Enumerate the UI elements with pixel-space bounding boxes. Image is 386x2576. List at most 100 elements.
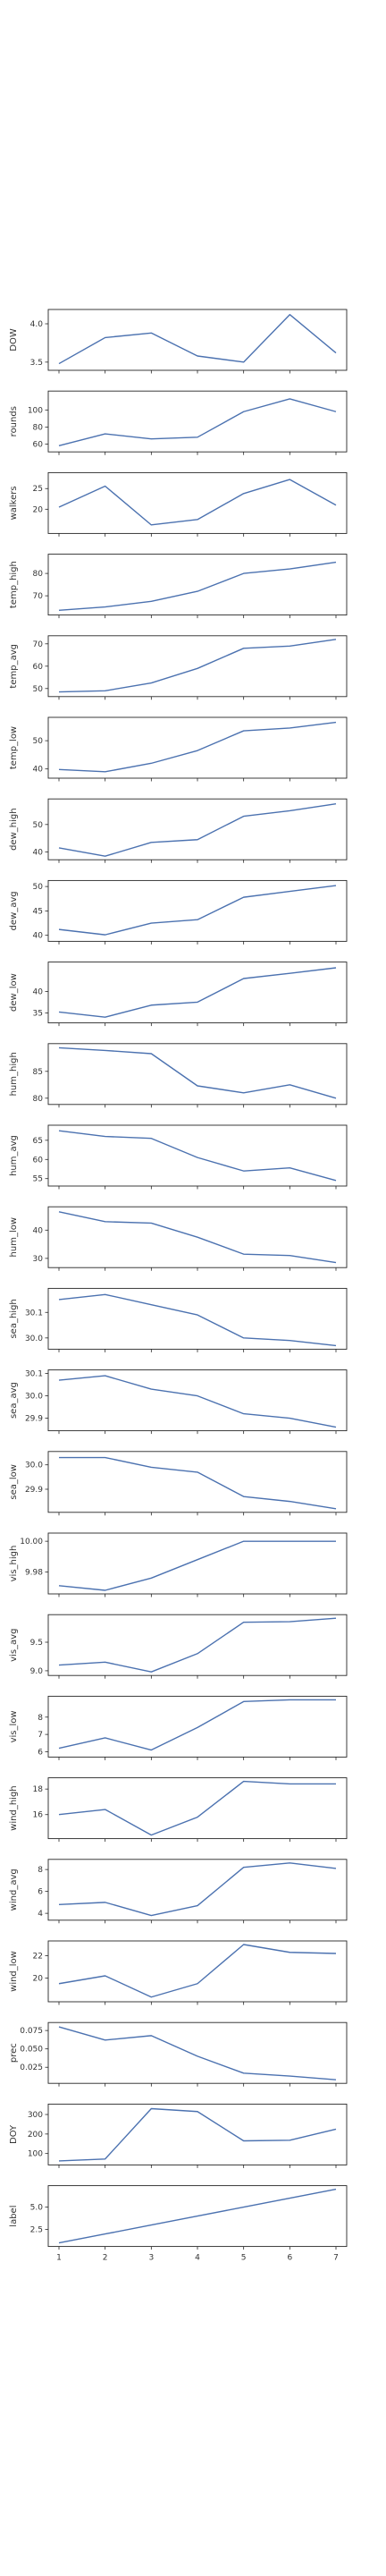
ytick-label-dew_avg-0: 40: [33, 932, 44, 941]
axes-frame-dew_high: [47, 798, 348, 860]
ytick-label-dew_low-0: 35: [33, 1009, 43, 1018]
ytick-label-DOY-0: 100: [28, 2150, 43, 2159]
ytick-label-temp_high-0: 70: [33, 592, 44, 601]
ytick-label-walkers-1: 25: [33, 485, 43, 494]
ytick-label-walkers-0: 20: [33, 505, 44, 514]
ytick-label-wind_high-1: 18: [33, 1785, 44, 1794]
ylabel-vis_low: vis_low: [9, 1710, 19, 1742]
ylabel-hum_avg: hum_avg: [9, 1135, 19, 1176]
ylabel-sea_avg: sea_avg: [9, 1382, 19, 1419]
ytick-label-hum_high-1: 85: [33, 1068, 43, 1077]
series-line-temp_high: [58, 561, 337, 612]
ylabel-dew_high: dew_high: [9, 808, 19, 850]
ylabel-DOY: DOY: [9, 2124, 19, 2144]
ytick-label-wind_avg-0: 4: [38, 1910, 43, 1919]
ylabel-rounds: rounds: [9, 406, 19, 436]
ylabel-wind_low: wind_low: [9, 1951, 19, 1992]
ytick-label-label-1: 5.0: [30, 2204, 44, 2213]
series-line-dew_high: [58, 803, 337, 857]
ytick-label-DOY-1: 200: [28, 2131, 43, 2140]
ylabel-temp_avg: temp_avg: [9, 644, 19, 689]
series-line-hum_high: [58, 1046, 337, 1099]
series-line-walkers: [58, 479, 337, 526]
xtick-label-1: 2: [103, 2254, 108, 2263]
ytick-label-temp_low-0: 40: [33, 766, 44, 775]
series-line-sea_avg: [58, 1375, 337, 1428]
ytick-label-temp_avg-1: 60: [33, 663, 44, 672]
series-line-sea_high: [58, 1293, 337, 1347]
ytick-label-hum_low-1: 40: [33, 1226, 44, 1235]
series-line-rounds: [58, 398, 337, 447]
ytick-label-DOW-1: 4.0: [30, 320, 44, 329]
ytick-label-hum_avg-0: 55: [33, 1175, 43, 1184]
series-line-temp_low: [58, 721, 337, 773]
ytick-label-hum_low-0: 30: [33, 1255, 44, 1264]
ytick-label-sea_low-1: 30.0: [25, 1462, 43, 1470]
xtick-label-2: 3: [148, 2254, 154, 2263]
ytick-label-wind_low-1: 22: [33, 1953, 43, 1962]
xtick-label-3: 4: [195, 2254, 200, 2263]
axes-frame-temp_high: [47, 554, 348, 616]
ytick-label-vis_avg-0: 9.0: [30, 1667, 44, 1676]
axes-frame-vis_avg: [47, 1614, 348, 1676]
ytick-label-vis_low-1: 7: [38, 1731, 43, 1740]
series-line-label: [58, 2188, 337, 2244]
axes-frame-DOY: [47, 2103, 348, 2165]
ytick-label-sea_high-0: 30.0: [25, 1335, 43, 1343]
ytick-label-rounds-1: 80: [33, 423, 44, 432]
ytick-label-hum_avg-2: 65: [33, 1137, 43, 1146]
axes-frame-sea_high: [47, 1287, 348, 1350]
xtick-label-5: 6: [287, 2254, 292, 2263]
ylabel-wind_high: wind_high: [9, 1785, 19, 1830]
axes-frame-wind_high: [47, 1777, 348, 1840]
series-line-dew_low: [58, 967, 337, 1018]
axes-frame-vis_low: [47, 1695, 348, 1758]
ytick-label-dew_high-0: 40: [33, 849, 44, 858]
ytick-label-sea_high-1: 30.1: [25, 1309, 43, 1318]
ylabel-temp_low: temp_low: [9, 726, 19, 769]
ytick-label-vis_high-1: 10.00: [20, 1538, 43, 1546]
ytick-label-wind_low-0: 20: [33, 1975, 44, 1984]
axes-frame-hum_high: [47, 1043, 348, 1106]
series-line-hum_avg: [58, 1130, 337, 1182]
series-line-wind_high: [58, 1780, 336, 1836]
series-line-hum_low: [58, 1211, 337, 1264]
ylabel-hum_high: hum_high: [9, 1052, 19, 1096]
ytick-label-DOW-0: 3.5: [30, 359, 43, 368]
axes-frame-DOW: [47, 309, 348, 371]
ytick-label-vis_low-0: 6: [38, 1748, 43, 1757]
ylabel-walkers: walkers: [9, 486, 19, 520]
ytick-label-dew_high-1: 50: [33, 821, 44, 830]
series-line-DOY: [58, 2107, 337, 2162]
ytick-label-DOY-2: 300: [28, 2111, 43, 2120]
axes-frame-wind_avg: [47, 1859, 348, 1921]
axes-frame-prec: [47, 2021, 348, 2084]
ytick-label-temp_avg-0: 50: [33, 685, 44, 694]
ytick-label-hum_avg-1: 60: [33, 1156, 44, 1165]
ylabel-temp_high: temp_high: [9, 561, 19, 608]
series-line-vis_avg: [58, 1617, 337, 1673]
xtick-label-4: 5: [241, 2254, 247, 2263]
ytick-label-rounds-2: 100: [28, 406, 43, 415]
ytick-label-temp_avg-2: 70: [33, 640, 44, 649]
axes-frame-rounds: [47, 390, 348, 453]
ytick-label-label-0: 2.5: [30, 2226, 43, 2235]
ytick-label-prec-1: 0.050: [20, 2046, 43, 2055]
series-line-vis_high: [58, 1540, 336, 1591]
xtick-label-6: 7: [333, 2254, 339, 2263]
ytick-label-sea_low-0: 29.9: [25, 1486, 43, 1495]
ytick-label-temp_low-1: 50: [33, 737, 44, 746]
ylabel-vis_avg: vis_avg: [9, 1629, 19, 1662]
ytick-label-temp_high-1: 80: [33, 570, 44, 579]
ytick-label-sea_avg-0: 29.9: [25, 1415, 43, 1424]
ytick-label-prec-0: 0.025: [20, 2063, 43, 2072]
ylabel-dew_avg: dew_avg: [9, 891, 19, 930]
series-line-wind_low: [58, 1944, 337, 1998]
series-line-sea_low: [59, 1456, 337, 1510]
axes-frame-dew_low: [47, 962, 348, 1024]
series-line-vis_low: [58, 1699, 336, 1751]
ytick-label-wind_avg-1: 6: [38, 1888, 43, 1897]
ylabel-prec: prec: [9, 2043, 19, 2063]
ylabel-label: label: [9, 2206, 19, 2227]
